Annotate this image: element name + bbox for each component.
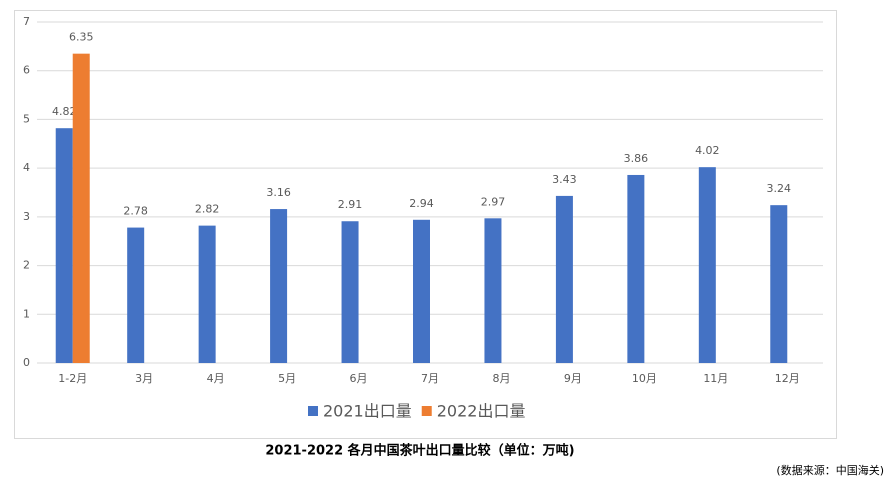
bar <box>698 167 716 363</box>
y-tick-label: 2 <box>23 259 30 272</box>
value-label: 6.35 <box>69 31 94 44</box>
bar <box>198 225 216 363</box>
legend-swatch <box>421 406 432 416</box>
bar <box>555 195 573 363</box>
y-tick-label: 0 <box>23 356 30 369</box>
value-label: 3.16 <box>266 186 291 199</box>
bar <box>413 219 430 363</box>
value-label: 2.97 <box>481 195 506 208</box>
value-label: 2.82 <box>195 203 220 216</box>
legend-swatch <box>308 406 318 416</box>
x-tick-label: 6月 <box>350 372 368 385</box>
x-tick-label: 8月 <box>492 372 510 385</box>
bar <box>55 128 73 363</box>
legend-label: 2022出口量 <box>437 402 526 421</box>
bar <box>484 218 502 363</box>
legend-label: 2021出口量 <box>323 402 412 421</box>
bar <box>770 205 788 363</box>
y-tick-label: 7 <box>23 15 30 28</box>
value-label: 4.02 <box>695 144 720 157</box>
value-label: 2.94 <box>409 197 434 210</box>
y-tick-label: 6 <box>23 64 30 77</box>
x-tick-label: 11月 <box>703 372 728 385</box>
x-tick-label: 7月 <box>421 372 439 385</box>
x-tick-label: 1-2月 <box>58 372 87 385</box>
y-tick-label: 3 <box>23 210 30 223</box>
y-tick-label: 5 <box>23 112 30 125</box>
x-tick-label: 10月 <box>632 372 657 385</box>
value-label: 3.24 <box>767 182 792 195</box>
source-note: (数据来源：中国海关) <box>776 463 884 477</box>
chart-title: 2021-2022 各月中国茶叶出口量比较（单位：万吨) <box>265 443 574 459</box>
y-tick-label: 4 <box>23 161 30 174</box>
value-label: 4.82 <box>52 105 77 118</box>
x-tick-label: 12月 <box>775 372 800 385</box>
bar <box>341 221 359 363</box>
value-label: 3.43 <box>552 173 577 186</box>
x-tick-label: 5月 <box>278 372 296 385</box>
bar <box>72 53 90 364</box>
y-tick-label: 1 <box>23 307 30 320</box>
x-tick-label: 3月 <box>135 372 153 385</box>
value-label: 3.86 <box>624 152 649 165</box>
value-label: 2.91 <box>338 198 363 211</box>
bar <box>270 209 288 363</box>
bar <box>627 174 645 363</box>
x-tick-label: 9月 <box>564 372 582 385</box>
value-label: 2.78 <box>123 205 148 218</box>
bar <box>127 227 145 363</box>
x-tick-label: 4月 <box>207 372 225 385</box>
